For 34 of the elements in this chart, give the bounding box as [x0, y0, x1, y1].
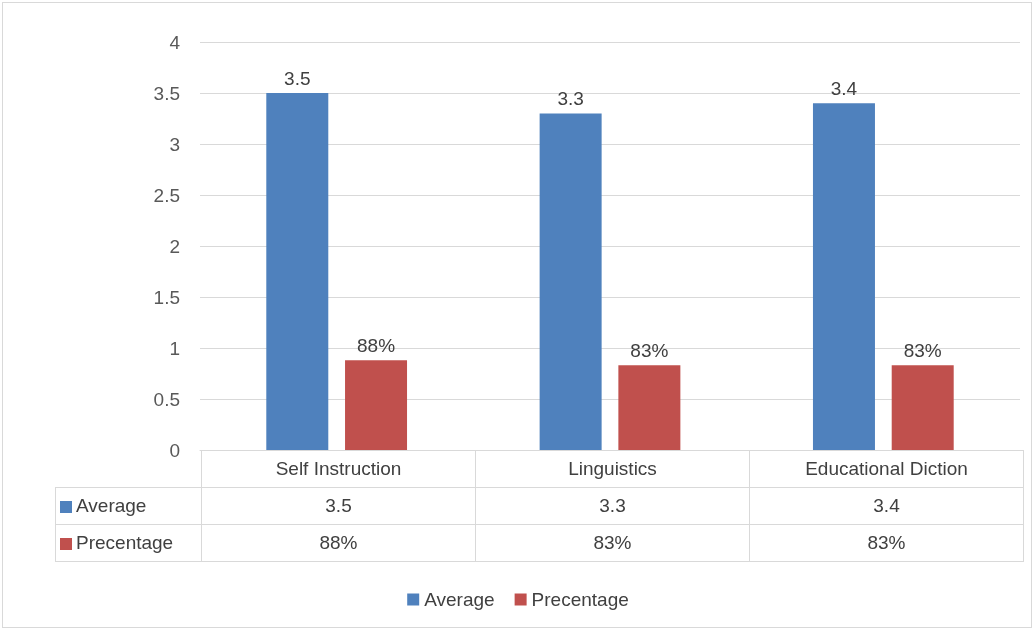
bar — [266, 93, 329, 450]
y-tick-label: 3.5 — [153, 82, 180, 104]
y-tick-label: 3 — [169, 133, 180, 155]
text: Average — [424, 589, 495, 610]
text: 83% — [630, 340, 669, 362]
x-tick-label: Linguistics — [475, 450, 750, 488]
data-label: 3.3 — [475, 487, 750, 525]
text: 3.3 — [557, 88, 584, 110]
text: 3.5 — [284, 68, 311, 89]
bar — [539, 113, 602, 450]
data-label: 83% — [749, 524, 1024, 562]
y-tick-label: 0 — [169, 439, 180, 461]
y-tick-label: 1 — [169, 337, 180, 359]
data-label: 3.4 — [749, 487, 1024, 525]
data-label: 3.5 — [201, 487, 476, 525]
text: Precentage — [76, 532, 174, 553]
bar — [345, 360, 408, 450]
bar — [618, 365, 681, 450]
bar — [812, 103, 875, 450]
x-tick-label: Self Instruction — [201, 450, 476, 488]
y-tick-label: 2.5 — [153, 184, 180, 206]
text: 3.4 — [830, 78, 858, 100]
y-tick-label: 0.5 — [153, 388, 180, 410]
text: 83% — [903, 340, 942, 362]
data-label: 88% — [201, 524, 476, 562]
legend-label: Precentage — [531, 589, 629, 610]
y-tick-label: 1.5 — [153, 286, 180, 308]
x-tick-label: Educational Diction — [749, 450, 1024, 488]
legend-label: Average — [55, 487, 202, 525]
y-tick-label: 2 — [169, 235, 180, 257]
y-tick-label: 4 — [169, 31, 181, 53]
text: 88% — [357, 335, 396, 357]
data-label: 83% — [475, 524, 750, 562]
bar — [891, 365, 954, 450]
